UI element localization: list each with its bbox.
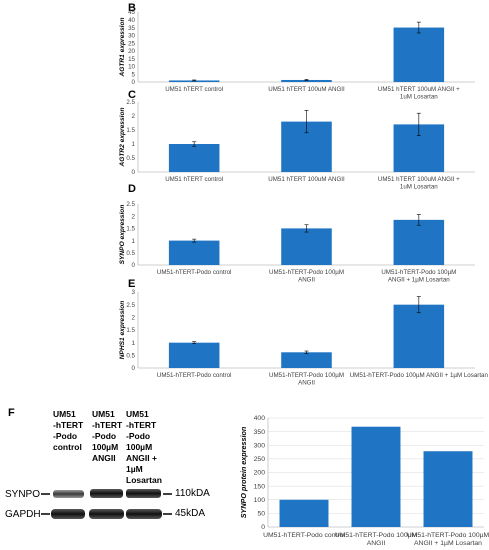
y-tick-label: 1 — [132, 340, 136, 347]
y-tick-label: 0 — [132, 169, 136, 176]
x-tick-label: UM51 hTERT 100uM ANGII — [268, 176, 345, 183]
y-tick-label: 1 — [132, 238, 136, 245]
y-tick-label: 10 — [128, 64, 135, 71]
x-tick-label: UM51 hTERT 100uM ANGII +1uM Losartan — [378, 86, 460, 100]
y-axis-title: AGTR2 expression — [119, 108, 126, 168]
y-tick-label: 2.5 — [126, 201, 135, 208]
y-tick-label: 2.5 — [126, 302, 135, 309]
x-tick-label: UM51-hTERT-Podo 100µM ANGII — [269, 372, 344, 386]
x-tick-label: UM51-hTERT-Podo 100µM ANGII + 1µM Losarta… — [407, 532, 489, 547]
y-tick-label: 400 — [254, 415, 266, 422]
y-axis-title: NPHS1 expression — [119, 301, 126, 360]
x-tick-label: UM51-hTERT-Podo control — [157, 269, 232, 276]
blot-band-synpo-2 — [90, 489, 123, 498]
bar — [168, 240, 220, 265]
y-tick-label: 40 — [128, 17, 135, 24]
bar — [393, 27, 445, 82]
y-tick-label: 5 — [132, 71, 136, 78]
panel-letter-b: B — [128, 2, 136, 14]
bar — [168, 144, 220, 172]
y-tick-label: 1.5 — [126, 127, 135, 134]
bar — [281, 79, 332, 82]
y-tick-label: 100 — [254, 497, 266, 504]
y-tick-label: 0.5 — [126, 155, 135, 162]
blot-band-synpo-1 — [53, 490, 84, 498]
bar — [351, 426, 401, 527]
bar — [168, 342, 220, 368]
x-tick-label: UM51 hTERT control — [165, 86, 223, 93]
y-tick-label: 1.5 — [126, 327, 135, 334]
blot-band-gapdh-1 — [51, 509, 85, 519]
y-tick-label: 200 — [254, 470, 266, 477]
y-tick-label: 0.5 — [126, 250, 135, 257]
bar — [393, 304, 445, 368]
y-tick-label: 150 — [254, 483, 266, 490]
y-tick-label: 2 — [132, 213, 136, 220]
x-tick-label: UM51 hTERT 100uM ANGII +1uM Losartan — [378, 176, 460, 190]
x-tick-label: UM51-hTERT-Podo 100µM ANGII + 1µM Losart… — [350, 372, 489, 379]
blot-size-label-45: 45kDA — [175, 508, 206, 519]
y-tick-label: 0 — [132, 79, 136, 86]
y-tick-label: 300 — [254, 442, 266, 449]
panel-letter-d: D — [128, 183, 136, 195]
y-tick-label: 50 — [257, 511, 265, 518]
y-tick-label: 2 — [132, 315, 136, 322]
y-axis-title: SYNPO expression — [119, 205, 126, 265]
x-tick-label: UM51 hTERT 100uM ANGII — [268, 86, 345, 93]
bar — [393, 219, 445, 265]
blot-lane-label-2: UM51 -hTERT -Podo 100µM ANGII — [92, 409, 123, 463]
y-tick-label: 3 — [132, 289, 136, 296]
y-tick-label: 250 — [254, 456, 266, 463]
y-tick-label: 2.5 — [126, 99, 135, 106]
bar — [279, 499, 329, 527]
blot-lane-label-3: UM51 -hTERT -Podo 100µM ANGII + 1µM Losa… — [126, 409, 162, 485]
y-tick-label: 15 — [128, 56, 135, 63]
y-axis-title: SYNPO protein expression — [239, 426, 248, 518]
y-tick-label: 1.5 — [126, 226, 135, 233]
x-tick-label: UM51-hTERT-Podo control — [157, 372, 232, 379]
blot-band-synpo-3 — [126, 489, 161, 498]
bar — [281, 228, 332, 265]
y-tick-label: 0 — [132, 365, 136, 372]
y-tick-label: 0 — [132, 262, 136, 269]
panel-letter-e: E — [128, 278, 136, 290]
y-tick-label: 35 — [128, 25, 135, 32]
blot-band-gapdh-2 — [89, 509, 124, 519]
nphs1-bar-chart: 0 0.5 1 1.5 2 2.5 3 NPHS1 expression UM51-hTERT-… — [119, 289, 489, 386]
y-tick-label: 25 — [128, 40, 135, 47]
blot-band-gapdh-3 — [126, 509, 162, 519]
x-tick-label: UM51-hTERT-Podo 100µM ANGII + 1µM Losarta… — [381, 269, 456, 283]
blot-size-label-110: 110kDA — [175, 488, 210, 499]
x-tick-label: UM51-hTERT-Podo control — [263, 532, 345, 539]
blot-lane-label-1: UM51 -hTERT -Podo control — [53, 409, 84, 452]
blot-protein-label-gapdh: GAPDH — [5, 509, 41, 520]
y-tick-label: 45 — [128, 9, 135, 16]
y-tick-label: 0 — [261, 524, 265, 531]
x-tick-label: UM51 hTERT control — [165, 176, 223, 183]
y-tick-label: 30 — [128, 33, 135, 40]
y-axis-title: AGTR1 expression — [119, 18, 126, 78]
blot-protein-label-synpo: SYNPO — [5, 489, 41, 500]
x-tick-label: UM51-hTERT-Podo 100µM ANGII — [269, 269, 344, 283]
y-tick-label: 20 — [128, 48, 135, 55]
bar — [168, 80, 220, 82]
y-tick-label: 350 — [254, 429, 266, 436]
y-tick-label: 1 — [132, 141, 136, 148]
panel-letter-f: F — [8, 407, 15, 419]
y-tick-label: 2 — [132, 113, 136, 120]
x-tick-label: UM51-hTERT-Podo 100µM ANGII — [335, 532, 418, 547]
panel-letter-c: C — [128, 89, 136, 101]
bar — [423, 451, 473, 527]
bar — [281, 352, 332, 368]
y-tick-label: 0.5 — [126, 353, 135, 360]
